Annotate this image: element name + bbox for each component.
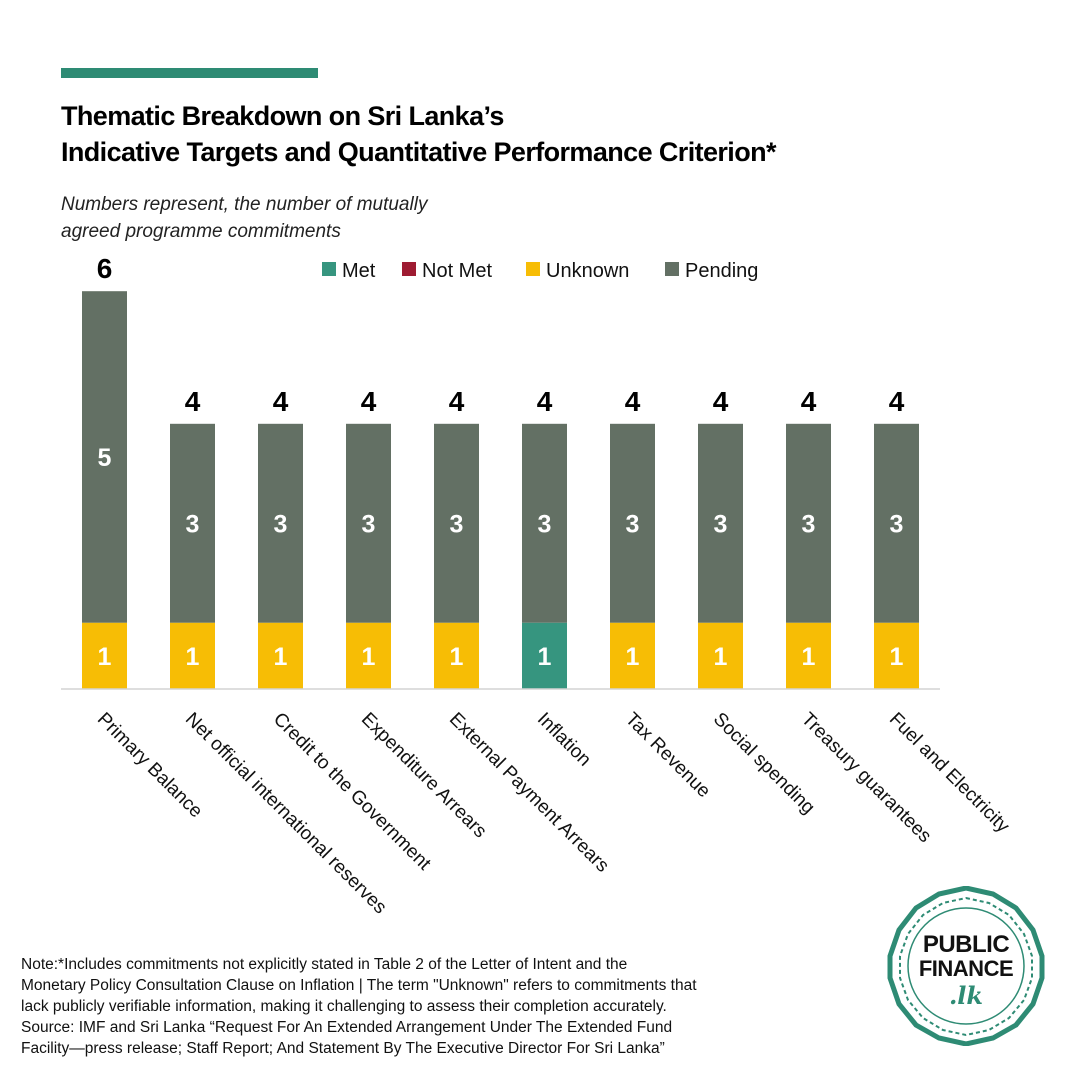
value-label-primary-balance-unknown: 1 — [98, 643, 112, 671]
value-label-primary-balance-pending: 5 — [98, 444, 112, 472]
value-label-expenditure-arrears-pending: 3 — [362, 510, 376, 538]
legend-label-pending: Pending — [685, 260, 758, 282]
total-label-fuel-and-electricity: 4 — [889, 386, 905, 417]
legend-label-not-met: Not Met — [422, 260, 492, 282]
value-label-tax-revenue-unknown: 1 — [626, 643, 640, 671]
title-line-2: Indicative Targets and Quantitative Perf… — [61, 137, 777, 167]
logo-pattern-ring — [899, 896, 1033, 1037]
legend-swatch-not-met — [402, 262, 416, 276]
legend-swatch-met — [322, 262, 336, 276]
note-line-2: Monetary Policy Consultation Clause on I… — [21, 977, 697, 994]
subtitle-line-2: agreed programme commitments — [61, 221, 341, 242]
total-label-tax-revenue: 4 — [625, 386, 641, 417]
legend-label-unknown: Unknown — [546, 260, 629, 282]
logo-text-finance: FINANCE — [919, 956, 1013, 981]
total-label-expenditure-arrears: 4 — [361, 386, 377, 417]
value-label-credit-to-the-government-pending: 3 — [274, 510, 288, 538]
x-tick-label-external-payment-arrears: External Payment Arrears — [445, 709, 613, 877]
bar-inflation-pending — [522, 423, 567, 623]
bar-expenditure-arrears-pending — [346, 423, 391, 623]
legend-swatch-pending — [665, 262, 679, 276]
total-label-net-official-international-reserves: 4 — [185, 386, 201, 417]
total-label-primary-balance: 6 — [97, 253, 113, 284]
note-line-1: Note:*Includes commitments not explicitl… — [21, 956, 628, 973]
total-label-credit-to-the-government: 4 — [273, 386, 289, 417]
total-label-treasury-guarantees: 4 — [801, 386, 817, 417]
total-label-social-spending: 4 — [713, 386, 729, 417]
bar-social-spending-unknown — [698, 622, 743, 689]
value-label-external-payment-arrears-pending: 3 — [450, 510, 464, 538]
bar-fuel-and-electricity-unknown — [874, 622, 919, 689]
value-label-net-official-international-reserves-unknown: 1 — [186, 643, 200, 671]
bar-tax-revenue-pending — [610, 423, 655, 623]
value-label-treasury-guarantees-pending: 3 — [802, 510, 816, 538]
source-line-1: Source: IMF and Sri Lanka “Request For A… — [21, 1019, 673, 1036]
bar-net-official-international-reserves-pending — [170, 423, 215, 623]
x-tick-label-inflation: Inflation — [533, 709, 595, 771]
value-label-expenditure-arrears-unknown: 1 — [362, 643, 376, 671]
note-line-3: lack publicly verifiable information, ma… — [21, 998, 667, 1015]
stacked-bar-chart: Met Not Met Unknown Pending 1 5 6 1 3 4 1 3 4 1 3 4 1 3 4… — [61, 253, 1014, 919]
chart-legend: Met Not Met Unknown Pending — [322, 260, 758, 282]
bar-social-spending-pending — [698, 423, 743, 623]
value-label-social-spending-unknown: 1 — [714, 643, 728, 671]
bar-fuel-and-electricity-pending — [874, 423, 919, 623]
x-tick-label-credit-to-the-government: Credit to the Government — [269, 709, 435, 875]
value-label-fuel-and-electricity-pending: 3 — [890, 510, 904, 538]
x-tick-label-tax-revenue: Tax Revenue — [621, 709, 714, 802]
logo-text-public: PUBLIC — [923, 931, 1010, 958]
value-label-inflation-pending: 3 — [538, 510, 552, 538]
value-label-social-spending-pending: 3 — [714, 510, 728, 538]
value-label-inflation-met: 1 — [538, 643, 552, 671]
value-label-external-payment-arrears-unknown: 1 — [450, 643, 464, 671]
public-finance-logo: PUBLIC FINANCE .lk — [887, 886, 1045, 1046]
value-label-treasury-guarantees-unknown: 1 — [802, 643, 816, 671]
chart-subtitle: Numbers represent, the number of mutuall… — [61, 191, 501, 245]
logo-inner-circle — [907, 907, 1025, 1025]
bar-treasury-guarantees-unknown — [786, 622, 831, 689]
value-label-fuel-and-electricity-unknown: 1 — [890, 643, 904, 671]
chart-bars: 1 5 6 1 3 4 1 3 4 1 3 4 1 3 4 1 3 4 1 3 4 1 3 4 1 3 4 1 3 4 — [82, 253, 919, 689]
bar-external-payment-arrears-pending — [434, 423, 479, 623]
total-label-inflation: 4 — [537, 386, 553, 417]
total-label-external-payment-arrears: 4 — [449, 386, 465, 417]
bar-primary-balance-unknown — [82, 622, 127, 689]
bar-tax-revenue-unknown — [610, 622, 655, 689]
logo-text-lk: .lk — [949, 981, 983, 1010]
bar-net-official-international-reserves-unknown — [170, 622, 215, 689]
title-line-1: Thematic Breakdown on Sri Lanka’s — [61, 101, 504, 131]
bar-treasury-guarantees-pending — [786, 423, 831, 623]
value-label-credit-to-the-government-unknown: 1 — [274, 643, 288, 671]
value-label-net-official-international-reserves-pending: 3 — [186, 510, 200, 538]
bar-expenditure-arrears-unknown — [346, 622, 391, 689]
legend-swatch-unknown — [526, 262, 540, 276]
value-label-tax-revenue-pending: 3 — [626, 510, 640, 538]
footnote: Note:*Includes commitments not explicitl… — [21, 954, 821, 1059]
source-line-2: Facility—press release; Staff Report; An… — [21, 1040, 665, 1057]
bar-inflation-met — [522, 622, 567, 689]
legend-label-met: Met — [342, 260, 376, 282]
subtitle-line-1: Numbers represent, the number of mutuall… — [61, 194, 428, 215]
bar-credit-to-the-government-unknown — [258, 622, 303, 689]
bar-external-payment-arrears-unknown — [434, 622, 479, 689]
bar-credit-to-the-government-pending — [258, 423, 303, 623]
bar-primary-balance-pending — [82, 291, 127, 623]
chart-title: Thematic Breakdown on Sri Lanka’s Indica… — [61, 98, 777, 170]
accent-bar — [61, 68, 318, 78]
